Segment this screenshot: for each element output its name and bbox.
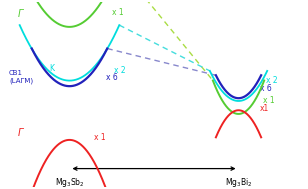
Text: Mg$_3$Sb$_2$: Mg$_3$Sb$_2$ [55, 176, 84, 189]
Text: x 1: x 1 [263, 96, 274, 105]
Text: x 2: x 2 [114, 66, 126, 74]
Text: x 2: x 2 [266, 76, 278, 85]
Text: x 1: x 1 [112, 8, 124, 17]
Text: Γ: Γ [18, 9, 23, 19]
Text: CB1
(LAΓM): CB1 (LAΓM) [9, 70, 33, 84]
Text: Γ: Γ [18, 128, 23, 138]
Text: K: K [49, 64, 54, 73]
Text: x 1: x 1 [94, 133, 105, 142]
Text: x1: x1 [260, 104, 269, 113]
Text: Mg$_3$Bi$_2$: Mg$_3$Bi$_2$ [225, 176, 252, 189]
Text: x 6: x 6 [106, 73, 117, 82]
Text: x 6: x 6 [260, 84, 272, 93]
